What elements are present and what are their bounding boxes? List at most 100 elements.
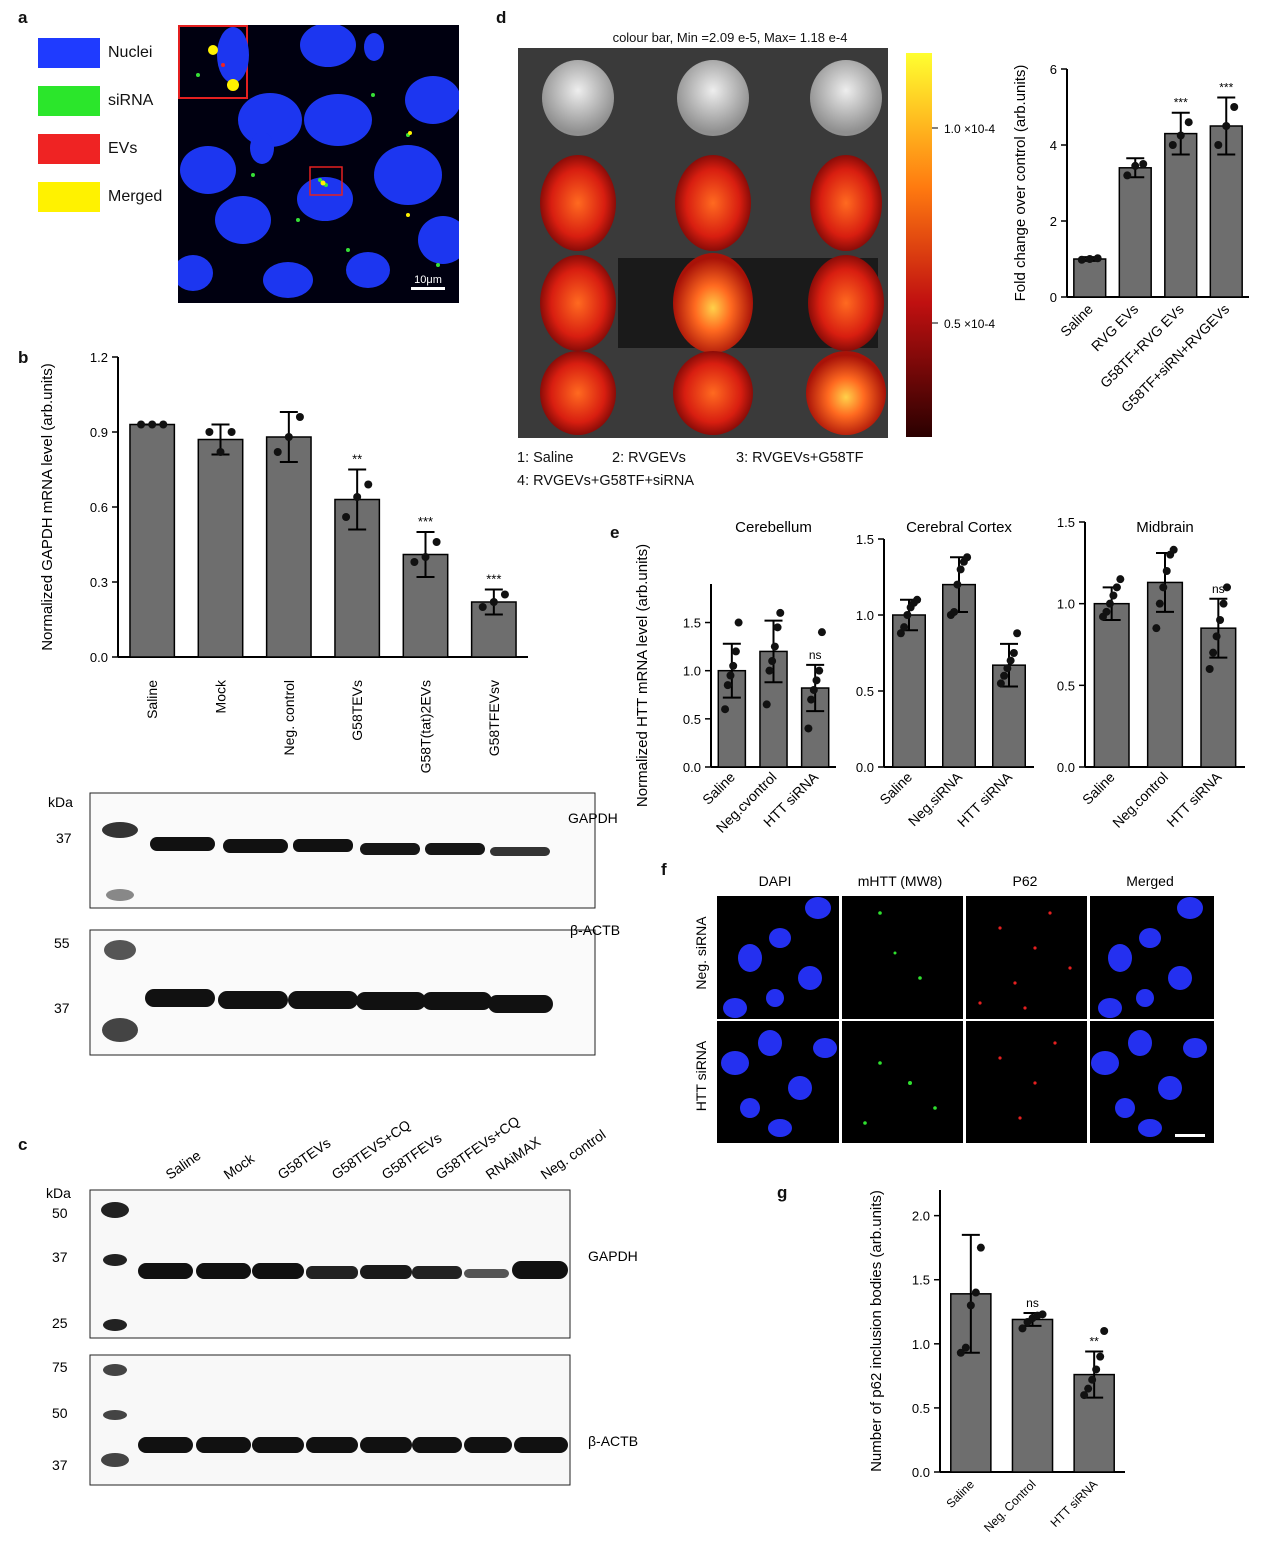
marker-50: 50: [52, 1205, 68, 1221]
data-point: [1096, 1352, 1105, 1361]
data-point: [284, 433, 293, 441]
bar: [197, 438, 244, 658]
data-point: [1222, 122, 1231, 130]
data-point: [1105, 599, 1114, 608]
bar: [1093, 602, 1130, 768]
significance-label: ns: [1026, 1296, 1039, 1310]
lane-label: Saline: [163, 1147, 204, 1183]
f-col-dapi: DAPI: [759, 873, 792, 889]
chart-title: Cerebral Cortex: [906, 519, 1012, 536]
category-label: Saline: [144, 680, 160, 719]
bar: [892, 614, 926, 768]
y-tick-label: 0.5: [912, 1401, 930, 1416]
data-point: [768, 657, 777, 666]
data-point: [817, 628, 826, 637]
bar: [129, 423, 176, 658]
legend-swatch: [38, 134, 100, 164]
data-point: [1093, 254, 1102, 263]
bar: [1200, 627, 1237, 768]
y-tick-label: 1.5: [683, 616, 701, 631]
data-point: [1013, 629, 1022, 638]
y-axis-label: Normalized GAPDH mRNA level (arb.units): [39, 363, 56, 651]
category-label: HTT siRNA: [1048, 1477, 1101, 1530]
bar: [265, 436, 312, 658]
y-tick-label: 0.9: [90, 425, 108, 440]
legend-swatch: [38, 182, 100, 212]
panel-letter-b: b: [18, 348, 29, 367]
colour-bar-title: colour bar, Min =2.09 e-5, Max= 1.18 e-4: [612, 30, 848, 45]
data-point: [770, 642, 779, 651]
y-tick-label: 1.0: [912, 1337, 930, 1352]
data-point: [913, 595, 922, 604]
category-label: HTT siRNA: [954, 768, 1016, 830]
gapdh-label: GAPDH: [568, 810, 618, 826]
y-axis-label: Fold change over control (arb.units): [1012, 65, 1029, 302]
category-label: HTT siRNA: [1163, 768, 1225, 830]
y-tick-label: 0.0: [90, 650, 108, 665]
data-point: [734, 618, 743, 627]
y-tick-label: 1.5: [912, 1273, 930, 1288]
data-point: [1038, 1310, 1047, 1319]
y-axis-label: Number of p62 inclusion bodies (arb.unit…: [868, 1190, 885, 1472]
marker-37: 37: [56, 830, 72, 846]
data-point: [1092, 1365, 1101, 1374]
chart-d: 0 2 4 6 Fold change over control (arb.units)…: [1012, 62, 1249, 415]
bar: [1118, 167, 1152, 298]
colour-tick-1: 1.0 ×10-4: [944, 122, 995, 136]
data-point: [976, 1243, 985, 1252]
y-tick-label: 1.2: [90, 350, 108, 365]
data-point: [726, 671, 735, 680]
f-row-htt: HTT siRNA: [693, 1040, 709, 1111]
data-point: [1088, 1375, 1097, 1384]
data-point: [159, 420, 168, 429]
data-point: [1131, 161, 1140, 170]
category-label: Saline: [699, 769, 738, 808]
bar: [759, 650, 788, 768]
panel-letter-a: a: [18, 8, 28, 27]
legend-item-nuclei: Nuclei: [38, 38, 152, 68]
data-point: [956, 565, 965, 574]
data-point: [953, 580, 962, 589]
data-point: [1223, 583, 1231, 592]
panel-a-legend: Nuclei siRNA EVs Merged: [38, 38, 173, 218]
c-gapdh-bands: [138, 1261, 568, 1279]
f-row-neg: Neg. siRNA: [693, 916, 709, 990]
legend-label: Merged: [108, 188, 163, 205]
significance-label: ***: [486, 572, 501, 587]
marker-75: 75: [52, 1359, 68, 1375]
data-point: [1077, 255, 1086, 264]
legend-swatch: [38, 38, 100, 68]
data-point: [971, 1288, 980, 1297]
data-point: [1159, 583, 1168, 592]
data-point: [1112, 583, 1121, 592]
chart-g: 0.0 0.5 1.0 1.5 2.0 Number of p62 inclusion b…: [868, 1190, 1125, 1535]
data-point: [1018, 1324, 1027, 1333]
category-label: G58TEVs: [349, 680, 365, 741]
data-point: [896, 629, 905, 638]
category-label: Saline: [943, 1477, 977, 1511]
d-legend-3: 3: RVGEVs+G58TF: [736, 450, 864, 466]
y-tick-label: 0.0: [683, 760, 701, 775]
data-point: [1084, 1384, 1093, 1393]
y-tick-label: 0.6: [90, 500, 108, 515]
category-label: G58TFEVsv: [486, 680, 502, 756]
legend-item-evs: EVs: [38, 134, 137, 164]
data-point: [478, 603, 487, 611]
c-actb-label: β-ACTB: [588, 1433, 638, 1449]
data-point: [1006, 656, 1015, 665]
y-tick-label: 0.5: [683, 712, 701, 727]
data-point: [148, 420, 157, 429]
d-legend-4: 4: RVGEVs+G58TF+siRNA: [517, 473, 695, 489]
data-point: [721, 705, 730, 714]
data-point: [809, 685, 818, 694]
panel-c-blots: Saline Mock G58TEVsG58TEVS+CQG58TFEVsG58TF…: [46, 1113, 638, 1486]
data-point: [410, 558, 419, 566]
category-label: Saline: [1079, 769, 1118, 808]
data-point: [1009, 649, 1018, 657]
y-tick-label: 0.0: [1057, 760, 1075, 775]
y-tick-label: 2: [1050, 214, 1057, 229]
panel-d-imaging: 1.0 ×10-4 0.5 ×10-4: [518, 48, 995, 438]
f-col-p62: P62: [1013, 873, 1038, 889]
data-point: [353, 493, 362, 501]
data-point: [432, 538, 441, 546]
